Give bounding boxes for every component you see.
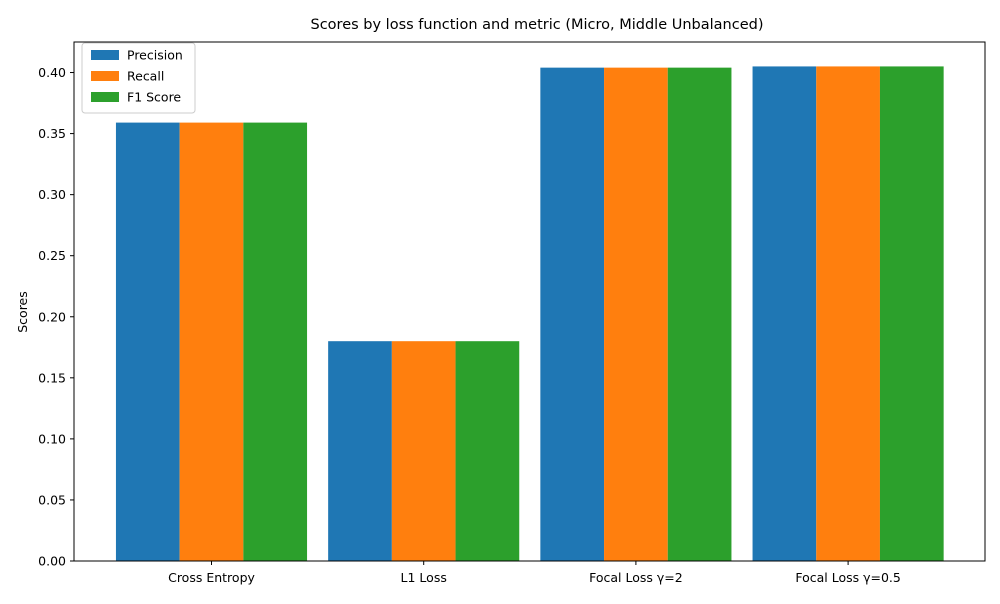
bars-layer — [115, 66, 944, 562]
legend-swatch-precision — [91, 50, 119, 60]
x-tick-label: Cross Entropy — [168, 570, 255, 585]
chart-title: Scores by loss function and metric (Micr… — [311, 17, 764, 33]
x-tick-label: Focal Loss γ=0.5 — [795, 570, 901, 585]
legend-label-f1-score: F1 Score — [127, 90, 181, 105]
legend-swatch-f1-score — [91, 92, 119, 102]
y-tick-label: 0.15 — [38, 370, 66, 385]
y-tick-label: 0.05 — [38, 492, 66, 507]
y-tick-label: 0.30 — [38, 187, 66, 202]
legend-label-recall: Recall — [127, 69, 164, 84]
y-tick-label: 0.35 — [38, 126, 66, 141]
bar-f1-score-2 — [667, 67, 732, 561]
y-axis-label: Scores — [15, 291, 30, 333]
y-tick-label: 0.20 — [38, 309, 66, 324]
y-tick-label: 0.25 — [38, 248, 66, 263]
legend-label-precision: Precision — [127, 48, 183, 63]
bar-precision-3 — [752, 66, 817, 562]
bar-f1-score-3 — [879, 66, 944, 562]
x-tick-label: Focal Loss γ=2 — [589, 570, 683, 585]
bar-precision-0 — [115, 122, 180, 561]
bar-recall-3 — [816, 66, 880, 562]
y-tick-label: 0.40 — [38, 65, 66, 80]
y-tick-label: 0.00 — [38, 554, 66, 569]
bar-recall-1 — [391, 341, 456, 561]
legend-swatch-recall — [91, 71, 119, 81]
bar-precision-2 — [540, 67, 605, 561]
x-tick-label: L1 Loss — [401, 570, 447, 585]
bar-f1-score-0 — [243, 122, 308, 561]
y-tick-label: 0.10 — [38, 431, 66, 446]
bar-recall-2 — [604, 67, 668, 561]
legend: Precision Recall F1 Score — [81, 42, 196, 114]
bar-f1-score-1 — [455, 341, 520, 561]
plot-frame — [73, 41, 986, 562]
axes-layer: 0.00 0.05 0.10 0.15 0.20 0.25 0.30 0.35 0.40 Cros… — [38, 41, 986, 585]
bar-recall-0 — [179, 122, 244, 561]
bar-precision-1 — [328, 341, 392, 561]
